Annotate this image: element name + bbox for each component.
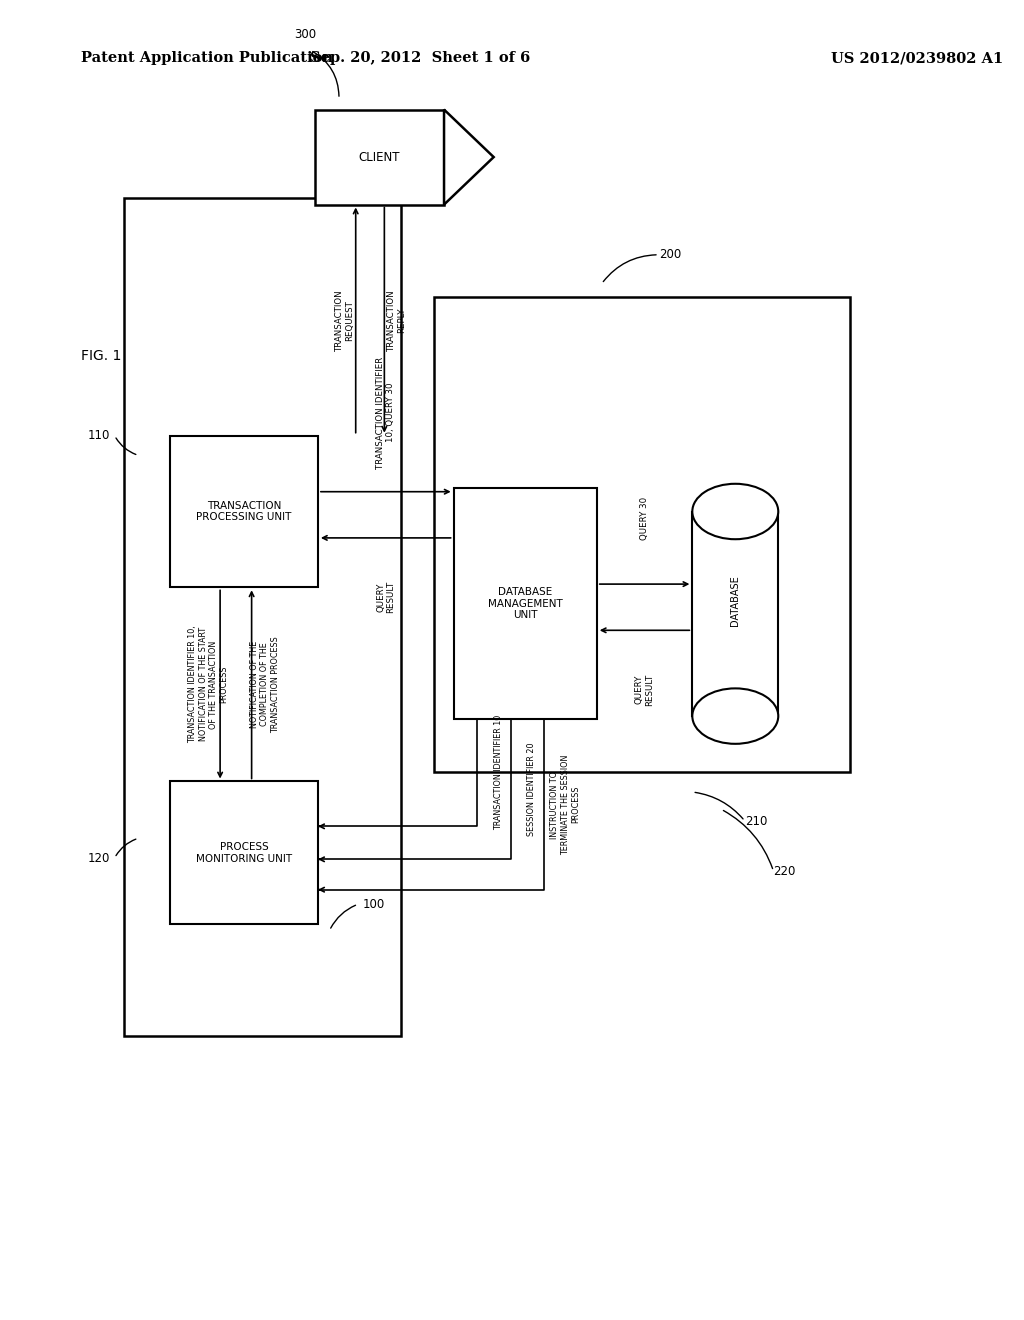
Text: FIG. 1: FIG. 1 (81, 350, 122, 363)
Text: PROCESS
MONITORING UNIT: PROCESS MONITORING UNIT (196, 842, 292, 863)
Text: 300: 300 (295, 28, 316, 41)
Bar (454, 488, 597, 719)
Text: TRANSACTION IDENTIFIER 10: TRANSACTION IDENTIFIER 10 (494, 715, 503, 830)
Text: 200: 200 (658, 248, 681, 261)
Text: 220: 220 (773, 865, 796, 878)
Text: DATABASE: DATABASE (730, 576, 740, 626)
Text: 110: 110 (87, 429, 110, 442)
Text: Sep. 20, 2012  Sheet 1 of 6: Sep. 20, 2012 Sheet 1 of 6 (310, 51, 530, 66)
Text: US 2012/0239802 A1: US 2012/0239802 A1 (830, 51, 1004, 66)
Text: TRANSACTION
PROCESSING UNIT: TRANSACTION PROCESSING UNIT (197, 500, 292, 523)
Bar (692, 511, 778, 715)
Text: QUERY 30: QUERY 30 (640, 496, 649, 540)
Text: DATABASE
MANAGEMENT
UNIT: DATABASE MANAGEMENT UNIT (487, 587, 562, 620)
Text: NOTIFICATION OF THE
COMPLETION OF THE
TRANSACTION PROCESS: NOTIFICATION OF THE COMPLETION OF THE TR… (250, 636, 280, 733)
Bar (170, 781, 318, 924)
Bar (124, 198, 401, 1036)
Text: SESSION IDENTIFIER 20: SESSION IDENTIFIER 20 (527, 743, 537, 836)
Text: QUERY
RESULT: QUERY RESULT (376, 581, 395, 614)
Ellipse shape (692, 483, 778, 539)
Text: 100: 100 (362, 898, 385, 911)
Text: INSTRUCTION TO
TERMINATE THE SESSION
PROCESS: INSTRUCTION TO TERMINATE THE SESSION PRO… (551, 754, 581, 855)
Text: TRANSACTION
REQUEST: TRANSACTION REQUEST (335, 289, 354, 351)
Text: CLIENT: CLIENT (358, 150, 400, 164)
Text: TRANSACTION
REPLY: TRANSACTION REPLY (387, 289, 407, 351)
Bar (315, 110, 444, 205)
Text: 120: 120 (87, 851, 110, 865)
Polygon shape (444, 110, 494, 205)
Text: TRANSACTION IDENTIFIER 10,
NOTIFICATION OF THE START
OF THE TRANSACTION
PROCESS: TRANSACTION IDENTIFIER 10, NOTIFICATION … (188, 626, 228, 743)
Text: Patent Application Publication: Patent Application Publication (81, 51, 333, 66)
Bar (170, 436, 318, 587)
Bar (434, 297, 850, 772)
Text: QUERY
RESULT: QUERY RESULT (635, 673, 654, 706)
Text: 210: 210 (744, 814, 767, 828)
Ellipse shape (692, 689, 778, 744)
Text: TRANSACTION IDENTIFIER
10, QUERY 30: TRANSACTION IDENTIFIER 10, QUERY 30 (376, 356, 395, 469)
